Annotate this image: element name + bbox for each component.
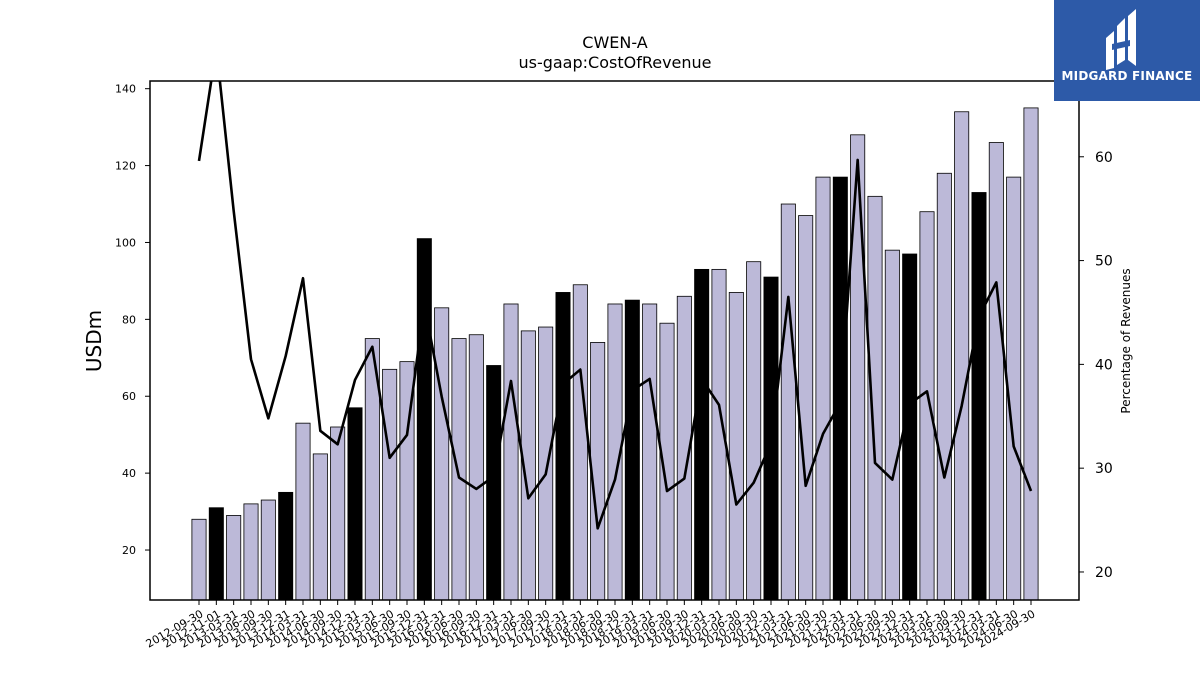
bar-2014-03-31 <box>295 422 311 601</box>
y-axis-label: USDm <box>82 310 106 372</box>
y-tick-label: 120 <box>115 160 136 173</box>
y-tick-label: 40 <box>122 467 136 480</box>
bar-2017-03-31 <box>503 303 519 601</box>
y-tick-label: 60 <box>122 390 136 403</box>
y2-tick-label: 60 <box>1095 150 1113 166</box>
chart-title: CWEN-A <box>582 33 647 52</box>
midgard-finance-logo: MIDGARD FINANCE <box>1054 0 1200 101</box>
y2-tick-label: 30 <box>1095 461 1113 477</box>
bar-2023-09-30 <box>954 111 970 601</box>
bar-2017-12-31 <box>555 292 571 601</box>
bar-2023-03-31 <box>919 211 935 601</box>
bar-2018-03-31 <box>572 284 588 601</box>
bar-2014-12-31 <box>347 407 363 601</box>
y-tick-label: 20 <box>122 544 136 557</box>
bar-2015-12-31 <box>416 238 432 601</box>
bar-2015-06-30 <box>382 368 398 601</box>
bar-2017-09-30 <box>538 326 554 601</box>
bar-2023-06-30 <box>936 172 952 601</box>
logo-text: MIDGARD FINANCE <box>1061 69 1193 83</box>
y-tick-label: 80 <box>122 313 136 326</box>
percentage-line <box>197 81 1033 530</box>
bar-2020-06-30 <box>728 292 744 601</box>
bar-2012-12-31 <box>208 507 224 601</box>
bar-2013-12-31 <box>278 491 294 601</box>
bar-2013-06-30 <box>243 503 259 601</box>
bar-2019-03-31 <box>642 303 658 601</box>
bar-2016-06-30 <box>451 338 467 601</box>
y2-tick-label: 20 <box>1095 565 1113 581</box>
bar-2016-03-31 <box>434 307 450 601</box>
bar-2022-09-30 <box>884 249 900 601</box>
chart-subtitle: us-gaap:CostOfRevenue <box>518 53 711 72</box>
y2-axis-label: Percentage of Revenues <box>1119 268 1133 413</box>
y2-tick-label: 40 <box>1095 357 1113 373</box>
bar-2019-12-31 <box>694 268 710 601</box>
bar-2013-03-31 <box>226 515 242 601</box>
bar-2020-09-30 <box>746 261 762 601</box>
bar-2022-03-31 <box>850 134 866 601</box>
bar-2016-09-30 <box>468 334 484 601</box>
bar-2024-03-31 <box>988 142 1004 601</box>
bar-2012-09-30 <box>191 518 207 601</box>
y2-tick-label: 50 <box>1095 254 1113 270</box>
bar-2023-12-31 <box>971 192 987 601</box>
bar-2021-06-30 <box>798 215 814 601</box>
midgard-logo-icon <box>1106 9 1136 70</box>
bar-2014-09-30 <box>330 426 346 601</box>
y-tick-label: 100 <box>115 236 136 249</box>
bar-2013-09-30 <box>260 499 276 601</box>
line-series <box>197 81 1033 530</box>
bar-2024-09-30 <box>1023 107 1039 601</box>
y-tick-label: 140 <box>115 83 136 96</box>
bar-2021-03-31 <box>780 203 796 601</box>
bar-2014-06-30 <box>312 453 328 601</box>
bar-series <box>191 107 1039 601</box>
bar-2016-12-31 <box>486 365 502 601</box>
bar-2018-12-31 <box>624 299 640 601</box>
bar-2021-09-30 <box>815 176 831 601</box>
